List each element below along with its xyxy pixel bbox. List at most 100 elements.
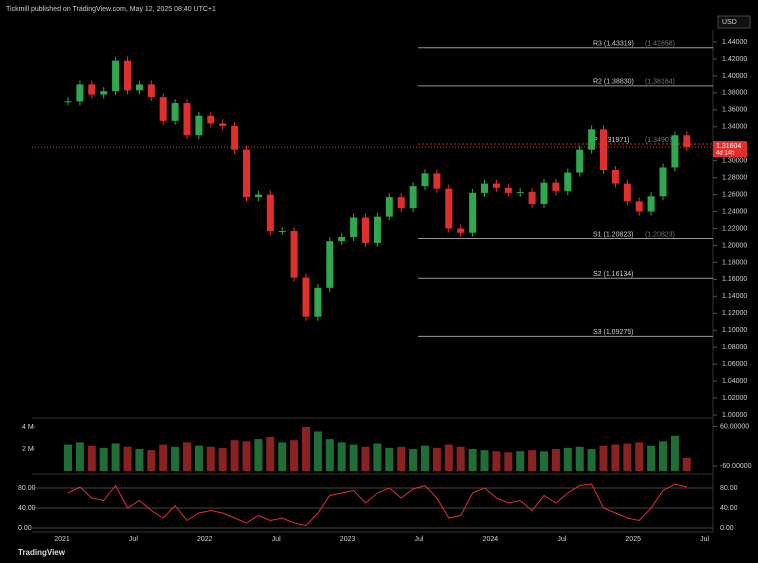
candle	[266, 194, 274, 232]
y-tick-label: 1.14000	[722, 293, 747, 300]
volume-bar	[599, 445, 608, 471]
x-tick-label: 2023	[340, 536, 356, 543]
candle	[183, 103, 191, 136]
pivot-alt-label: (1.20823)	[645, 231, 675, 238]
volume-bar	[302, 427, 310, 471]
x-tick-label: Jul	[700, 536, 709, 543]
pivot-label: P (1.31971)	[593, 137, 629, 144]
y-tick-label: 1.06000	[722, 361, 747, 368]
candle	[159, 97, 167, 121]
x-tick-label: 2021	[54, 536, 70, 543]
volume-bar	[254, 439, 263, 471]
candle	[362, 217, 369, 243]
candle	[540, 182, 548, 204]
candle	[528, 192, 536, 204]
oscillator-line	[67, 483, 687, 527]
volume-bar	[397, 446, 406, 471]
x-tick-label: Jul	[415, 536, 424, 543]
volume-bar	[290, 440, 299, 471]
volume-bar	[385, 447, 394, 471]
volume-bar	[123, 446, 132, 471]
y-tick-label: 1.24000	[722, 208, 747, 215]
candle	[88, 84, 96, 95]
x-tick-label: 2025	[625, 536, 641, 543]
currency-box[interactable]	[717, 15, 751, 29]
volume-y2-tick-label: -60.00000	[720, 463, 752, 470]
candle	[231, 125, 239, 150]
candle	[433, 173, 441, 189]
volume-bar	[682, 457, 691, 471]
y-tick-label: 1.40000	[722, 73, 747, 80]
pivot-label: R3 (1.43319)	[593, 41, 634, 48]
oscillator-tick-label-right: 0.00	[720, 525, 734, 532]
candle	[504, 187, 512, 193]
volume-bar	[373, 443, 382, 471]
pivot-alt-label: (1.42858)	[645, 41, 675, 48]
volume-bar	[135, 449, 144, 471]
currency[interactable]: USD	[722, 19, 737, 26]
volume-bar	[456, 446, 465, 471]
candle	[469, 192, 477, 233]
candle	[385, 197, 393, 217]
volume-bar	[266, 436, 275, 471]
candle	[647, 196, 655, 212]
candle	[397, 197, 405, 209]
candle	[112, 60, 120, 92]
candle	[326, 241, 334, 288]
last-price: 1.31604	[716, 143, 741, 150]
volume-bar	[468, 449, 477, 471]
pivot-label: R2 (1.38830)	[593, 79, 634, 86]
candle	[659, 167, 667, 197]
volume-bar	[635, 442, 644, 471]
oscillator-tick-label: 40.00	[18, 505, 36, 512]
oscillator-tick-label: 80.00	[18, 485, 36, 492]
volume-bar	[171, 446, 180, 471]
pivot-alt-label: (1.34907)	[645, 137, 675, 144]
publisher: Tickmill published on TradingView.com, M…	[6, 6, 216, 13]
volume-tick-label: 2 M	[22, 446, 34, 453]
volume-bar	[349, 444, 358, 471]
candle	[588, 129, 596, 150]
candle	[492, 183, 500, 188]
x-tick-label: Jul	[557, 536, 566, 543]
y-tick-label: 1.26000	[722, 191, 747, 198]
volume-bar	[361, 446, 370, 471]
logo[interactable]: TradingView	[18, 548, 66, 557]
candle	[481, 183, 488, 193]
candle	[683, 135, 691, 148]
volume-bar	[516, 451, 525, 471]
candle	[171, 103, 179, 121]
y-tick-label: 1.16000	[722, 276, 747, 283]
volume-bar	[659, 441, 667, 471]
volume-bar	[480, 450, 489, 471]
y-tick-label: 1.00000	[722, 412, 747, 419]
candle	[671, 135, 679, 168]
candle	[290, 231, 298, 278]
x-tick-label: 2022	[197, 536, 213, 543]
y-tick-label: 1.30000	[722, 158, 747, 165]
y-tick-label: 1.02000	[722, 395, 747, 402]
candle	[338, 236, 346, 242]
x-tick-label: Jul	[129, 536, 138, 543]
candle	[611, 170, 619, 184]
volume-bar	[587, 449, 596, 471]
volume-bar	[64, 444, 72, 471]
volume-bar	[206, 446, 215, 471]
candle	[124, 60, 131, 91]
volume-y2-tick-label: 60.00000	[720, 423, 749, 430]
y-tick-label: 1.04000	[722, 378, 747, 385]
candle	[373, 216, 381, 243]
volume-bar	[409, 449, 418, 471]
oscillator-tick-label: 0.00	[18, 525, 32, 532]
pivot-label: S1 (1.20823)	[593, 231, 633, 238]
volume-bar	[611, 444, 620, 471]
volume-bar	[421, 445, 429, 471]
y-tick-label: 1.22000	[722, 225, 747, 232]
candle	[421, 173, 429, 187]
x-tick-label: 2024	[483, 536, 499, 543]
volume-tick-label: 4 M	[22, 424, 34, 431]
volume-bar	[218, 447, 227, 471]
candle	[350, 217, 358, 237]
y-tick-label: 1.28000	[722, 174, 747, 181]
volume-bar	[75, 442, 84, 471]
